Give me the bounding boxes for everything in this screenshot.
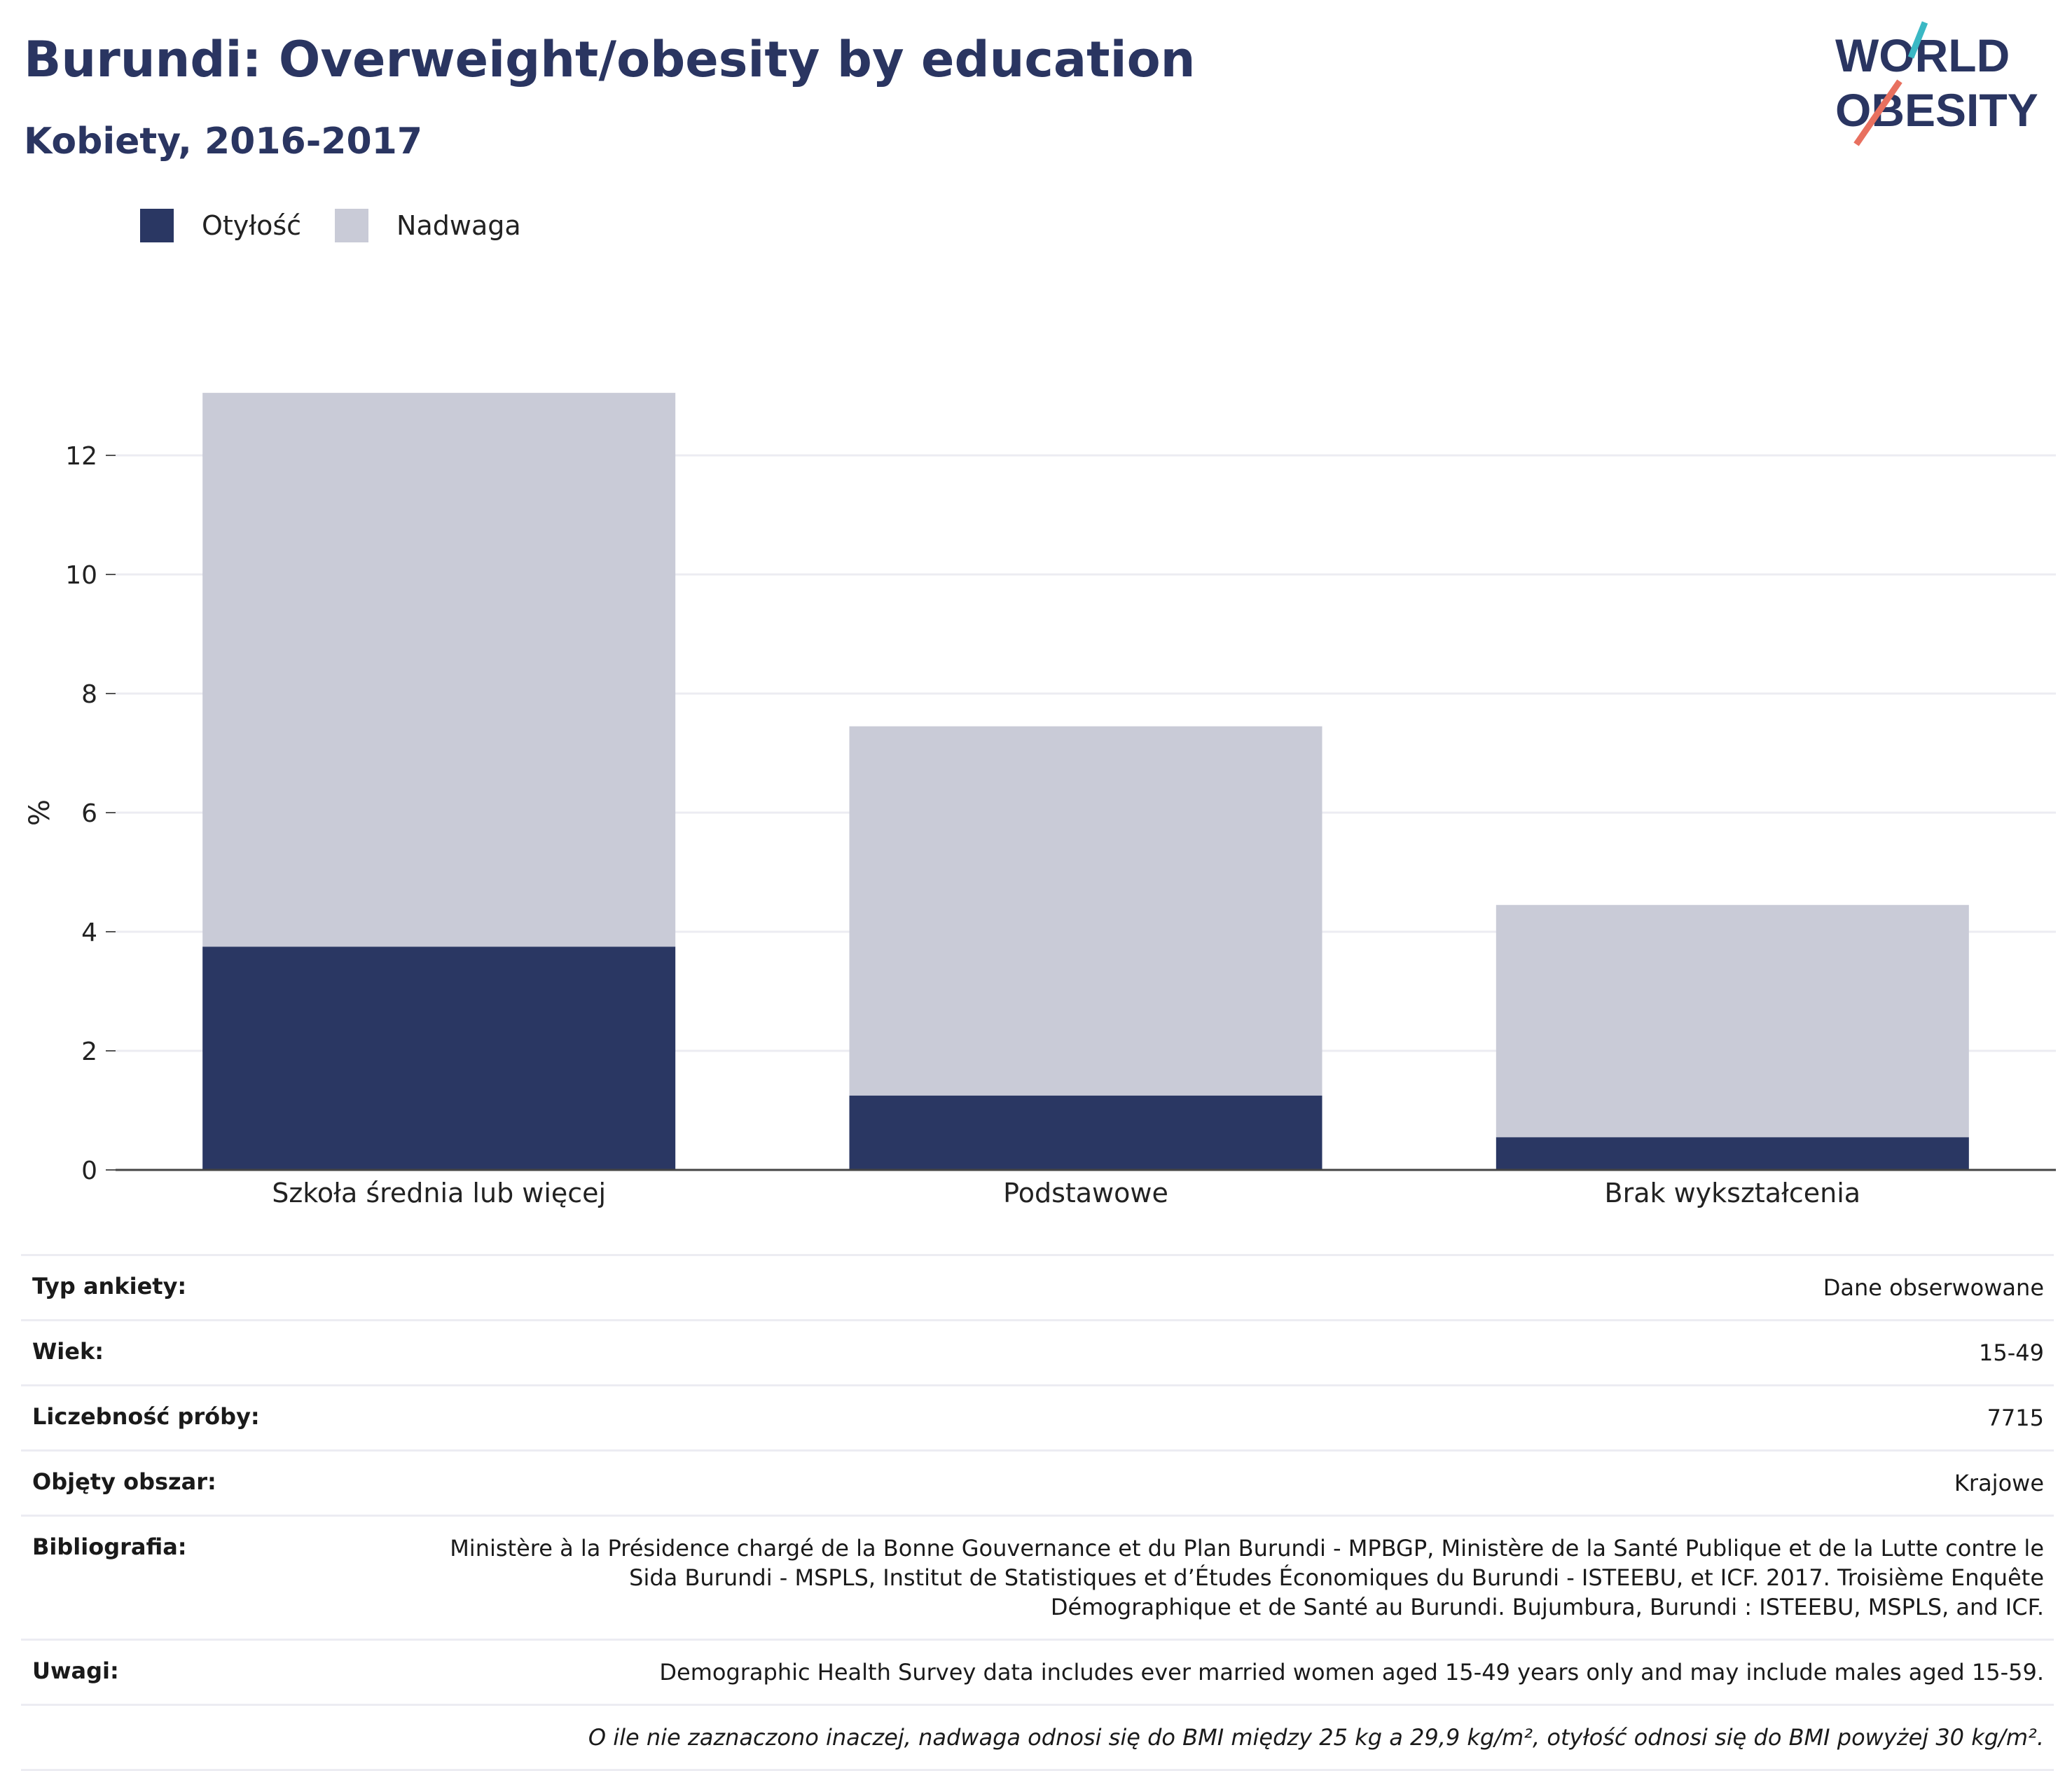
y-tick-label: 6 <box>81 799 97 828</box>
metadata-value: 15-49 <box>1979 1339 2044 1366</box>
metadata-row: Uwagi: Demographic Health Survey data inc… <box>21 1639 2054 1704</box>
metadata-value: Demographic Health Survey data includes … <box>659 1659 2044 1686</box>
metadata-row: Bibliografia: Ministère à la Présidence c… <box>21 1515 2054 1639</box>
legend-label-overweight: Nadwaga <box>396 210 521 241</box>
metadata-value: 7715 <box>1987 1405 2044 1431</box>
legend-swatch-obesity <box>140 209 174 242</box>
metadata-label: Uwagi: <box>32 1658 119 1684</box>
legend-item-obesity[interactable]: Otyłość <box>140 209 301 242</box>
metadata-table: Typ ankiety: Dane obserwowane Wiek: 15-49 Li… <box>21 1254 2054 1771</box>
y-tick-label: 8 <box>81 680 97 709</box>
metadata-row: Liczebność próby: 7715 <box>21 1384 2054 1449</box>
metadata-label: Liczebność próby: <box>32 1403 260 1430</box>
y-tick-label: 2 <box>81 1038 97 1066</box>
x-tick-label: Podstawowe <box>1003 1178 1168 1208</box>
metadata-row: Objęty obszar: Krajowe <box>21 1449 2054 1515</box>
y-tick-label: 0 <box>81 1157 97 1185</box>
metadata-row: Typ ankiety: Dane obserwowane <box>21 1254 2054 1319</box>
y-tick-label: 10 <box>65 561 97 590</box>
svg-text:WORLD: WORLD <box>1835 29 2010 81</box>
y-tick-label: 12 <box>65 442 97 471</box>
legend-label-obesity: Otyłość <box>202 210 302 241</box>
bar-obesity-1 <box>849 1095 1322 1170</box>
bar-obesity-2 <box>1496 1137 1969 1170</box>
chart-subtitle: Kobiety, 2016-2017 <box>24 120 423 163</box>
bar-obesity-0 <box>202 946 676 1170</box>
metadata-value: Ministère à la Présidence chargé de la B… <box>450 1535 2044 1620</box>
metadata-value: Dane obserwowane <box>1823 1274 2044 1301</box>
x-tick-label: Brak wykształcenia <box>1605 1178 1861 1208</box>
bar-overweight-2 <box>1496 904 1969 1138</box>
y-axis-label: % <box>24 799 56 826</box>
metadata-label: Objęty obszar: <box>32 1468 216 1495</box>
metadata-label: Typ ankiety: <box>32 1273 187 1300</box>
legend-swatch-overweight <box>335 209 369 242</box>
metadata-value: O ile nie zaznaczono inaczej, nadwaga od… <box>588 1724 2044 1751</box>
y-tick-label: 4 <box>81 918 97 947</box>
world-obesity-logo: WORLD OBESITY <box>1835 21 2038 146</box>
metadata-row: Wiek: 15-49 <box>21 1319 2054 1384</box>
chart-title: Burundi: Overweight/obesity by education <box>24 31 1196 88</box>
metadata-row: O ile nie zaznaczono inaczej, nadwaga od… <box>21 1704 2054 1771</box>
metadata-label: Wiek: <box>32 1338 104 1365</box>
bar-overweight-1 <box>849 726 1322 1096</box>
metadata-value: Krajowe <box>1954 1470 2044 1496</box>
bar-overweight-0 <box>202 392 676 947</box>
legend: Otyłość Nadwaga <box>140 209 555 242</box>
metadata-label: Bibliografia: <box>32 1534 187 1560</box>
stacked-bar-chart: 0 2 4 6 8 10 12% Szkoła średnia lub więcej Podst… <box>24 392 2056 1208</box>
legend-item-overweight[interactable]: Nadwaga <box>335 209 521 242</box>
x-tick-label: Szkoła średnia lub więcej <box>272 1178 606 1208</box>
